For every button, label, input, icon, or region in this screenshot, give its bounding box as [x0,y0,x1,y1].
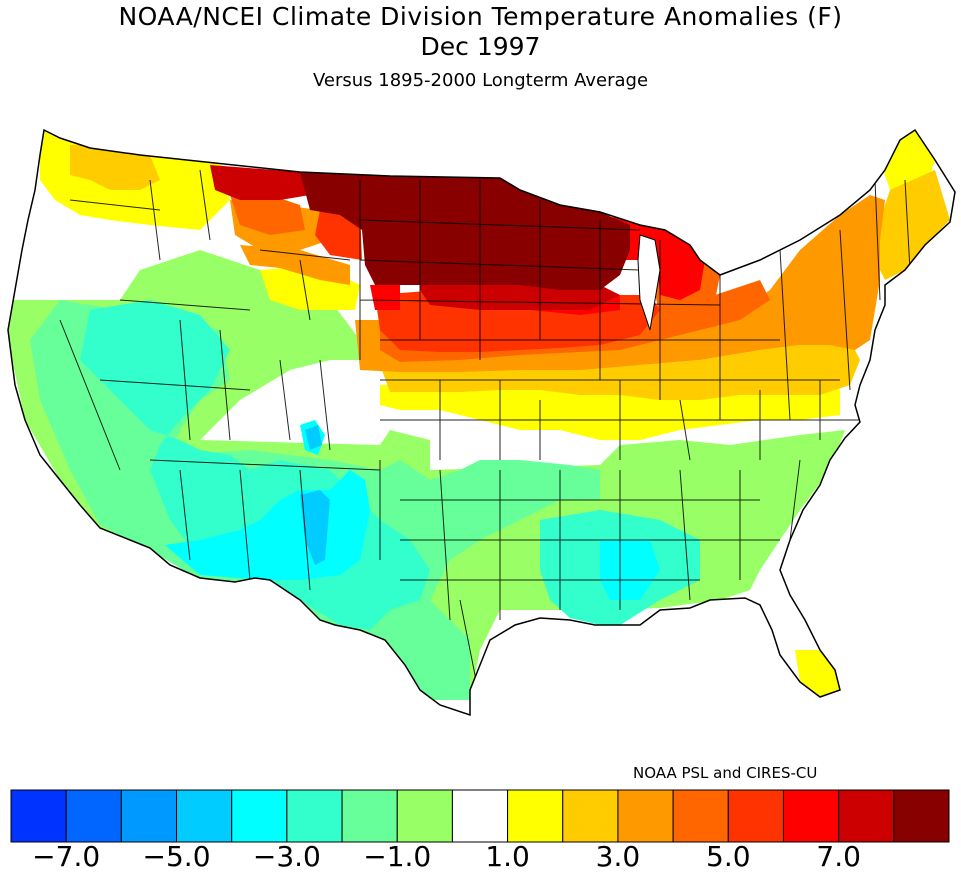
region-iowa-illinois-nebraska [315,210,660,352]
legend-swatch [507,789,564,843]
chart-title: NOAA/NCEI Climate Division Temperature A… [118,2,843,31]
legend-swatch [617,789,674,843]
chart-subtitle: Versus 1895-2000 Longterm Average [312,70,649,91]
legend-swatch [838,789,895,843]
color-legend [10,789,950,843]
region-new-mexico-mountains [300,425,330,565]
legend-swatch [672,789,729,843]
legend-swatch [893,789,950,843]
legend-tick-label: 7.0 [816,840,861,873]
legend-tick-label: 5.0 [706,840,751,873]
legend-swatch [176,789,233,843]
legend-swatch [396,789,453,843]
region-montana-east [210,165,620,310]
legend-swatch [451,789,509,843]
legend-tick-label: −1.0 [363,840,432,873]
legend-swatch [120,789,178,843]
division-grid [59,169,911,701]
legend-swatch [727,789,784,843]
credit-text: NOAA PSL and CIRES-CU [633,764,818,782]
legend-tick-label: −7.0 [32,840,101,873]
region-pacific-northwest-maine [40,130,935,697]
us-outline [7,128,956,717]
legend-swatch [782,789,840,843]
legend-tick-label: −5.0 [142,840,211,873]
legend-tick-label: 1.0 [485,840,530,873]
legend-swatch [231,789,288,843]
legend-tick-label: 3.0 [595,840,641,873]
legend-tick-label: −3.0 [252,840,321,873]
legend-swatch [10,789,67,843]
legend-swatch [562,789,619,843]
region-southern-arizona-new-mexico [165,420,660,600]
chart-date: Dec 1997 [420,32,541,61]
legend-swatch [65,789,122,843]
us-anomaly-map [7,128,956,717]
lake-michigan [637,234,661,331]
legend-swatch [286,789,343,843]
legend-swatch [341,789,398,843]
